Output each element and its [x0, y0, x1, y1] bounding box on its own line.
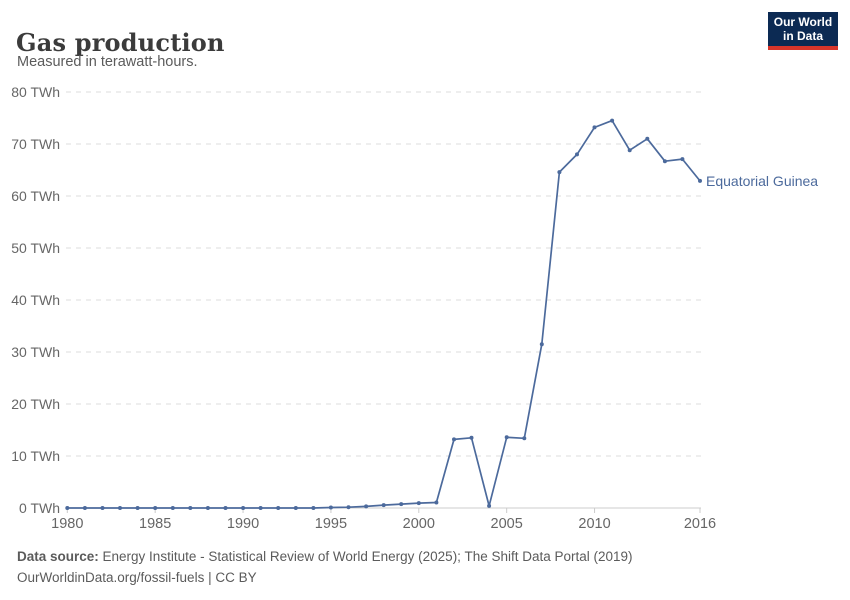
page-subtitle: Measured in terawatt-hours.: [17, 54, 198, 70]
data-point[interactable]: [82, 506, 87, 510]
data-point[interactable]: [522, 436, 527, 441]
series-line[interactable]: [66, 119, 701, 509]
data-source-text: Energy Institute - Statistical Review of…: [98, 549, 633, 564]
x-tick-label: 1985: [139, 516, 171, 532]
y-tick-label: 70 TWh: [11, 136, 60, 152]
data-point[interactable]: [311, 506, 316, 510]
data-point[interactable]: [135, 506, 140, 510]
owid-logo-line2: in Data: [782, 29, 823, 43]
y-tick-label: 80 TWh: [11, 84, 60, 100]
y-tick-label: 40 TWh: [11, 292, 60, 308]
data-point[interactable]: [328, 505, 333, 510]
y-tick-label: 20 TWh: [11, 396, 60, 412]
owid-logo[interactable]: Our World in Data: [768, 12, 838, 50]
data-point[interactable]: [645, 136, 650, 141]
owid-logo-line1: Our World: [773, 15, 833, 29]
data-point[interactable]: [469, 435, 474, 440]
y-tick-label: 10 TWh: [11, 448, 60, 464]
page-title: Gas production: [16, 28, 225, 58]
data-point[interactable]: [65, 506, 70, 510]
data-point[interactable]: [364, 504, 369, 509]
data-point[interactable]: [241, 506, 246, 510]
data-point[interactable]: [258, 506, 263, 510]
data-point[interactable]: [276, 506, 281, 510]
data-point[interactable]: [575, 152, 579, 157]
data-point[interactable]: [698, 178, 702, 183]
data-point[interactable]: [662, 159, 667, 164]
data-point[interactable]: [680, 157, 685, 162]
x-tick-label: 2005: [491, 516, 523, 532]
x-tick-label: 2016: [684, 516, 716, 532]
owid-url-link[interactable]: OurWorldinData.org/fossil-fuels: [17, 570, 205, 585]
data-point[interactable]: [627, 148, 632, 153]
data-point[interactable]: [381, 503, 386, 508]
data-point[interactable]: [592, 125, 597, 130]
x-tick-label: 1990: [227, 516, 259, 532]
series-entity-label[interactable]: Equatorial Guinea: [706, 173, 818, 189]
x-tick-label: 2000: [403, 516, 435, 532]
data-point[interactable]: [416, 501, 421, 506]
data-source-label: Data source:: [17, 549, 99, 564]
y-tick-label: 30 TWh: [11, 344, 60, 360]
data-point[interactable]: [170, 506, 175, 510]
data-point[interactable]: [539, 342, 544, 347]
data-point[interactable]: [293, 506, 298, 510]
data-point[interactable]: [205, 506, 210, 510]
chart-footer: Data source: Energy Institute - Statisti…: [17, 546, 827, 588]
data-point[interactable]: [557, 170, 562, 175]
license-line: OurWorldinData.org/fossil-fuels | CC BY: [17, 567, 827, 588]
data-source-line: Data source: Energy Institute - Statisti…: [17, 546, 827, 567]
data-point[interactable]: [223, 506, 228, 510]
y-tick-label: 0 TWh: [19, 500, 60, 516]
data-point[interactable]: [399, 502, 404, 507]
x-tick-label: 1980: [51, 516, 83, 532]
data-point[interactable]: [188, 506, 193, 510]
data-point[interactable]: [452, 437, 456, 442]
y-tick-label: 50 TWh: [11, 240, 60, 256]
data-point[interactable]: [434, 500, 439, 505]
data-point[interactable]: [610, 118, 615, 123]
data-point[interactable]: [153, 506, 158, 510]
license-text: | CC BY: [204, 570, 257, 585]
x-tick-label: 1995: [315, 516, 347, 532]
y-tick-label: 60 TWh: [11, 188, 60, 204]
data-point[interactable]: [504, 435, 509, 440]
data-point[interactable]: [487, 503, 492, 508]
data-point[interactable]: [346, 505, 351, 510]
data-point[interactable]: [118, 506, 122, 510]
data-point[interactable]: [100, 506, 105, 510]
x-tick-label: 2010: [578, 516, 610, 532]
